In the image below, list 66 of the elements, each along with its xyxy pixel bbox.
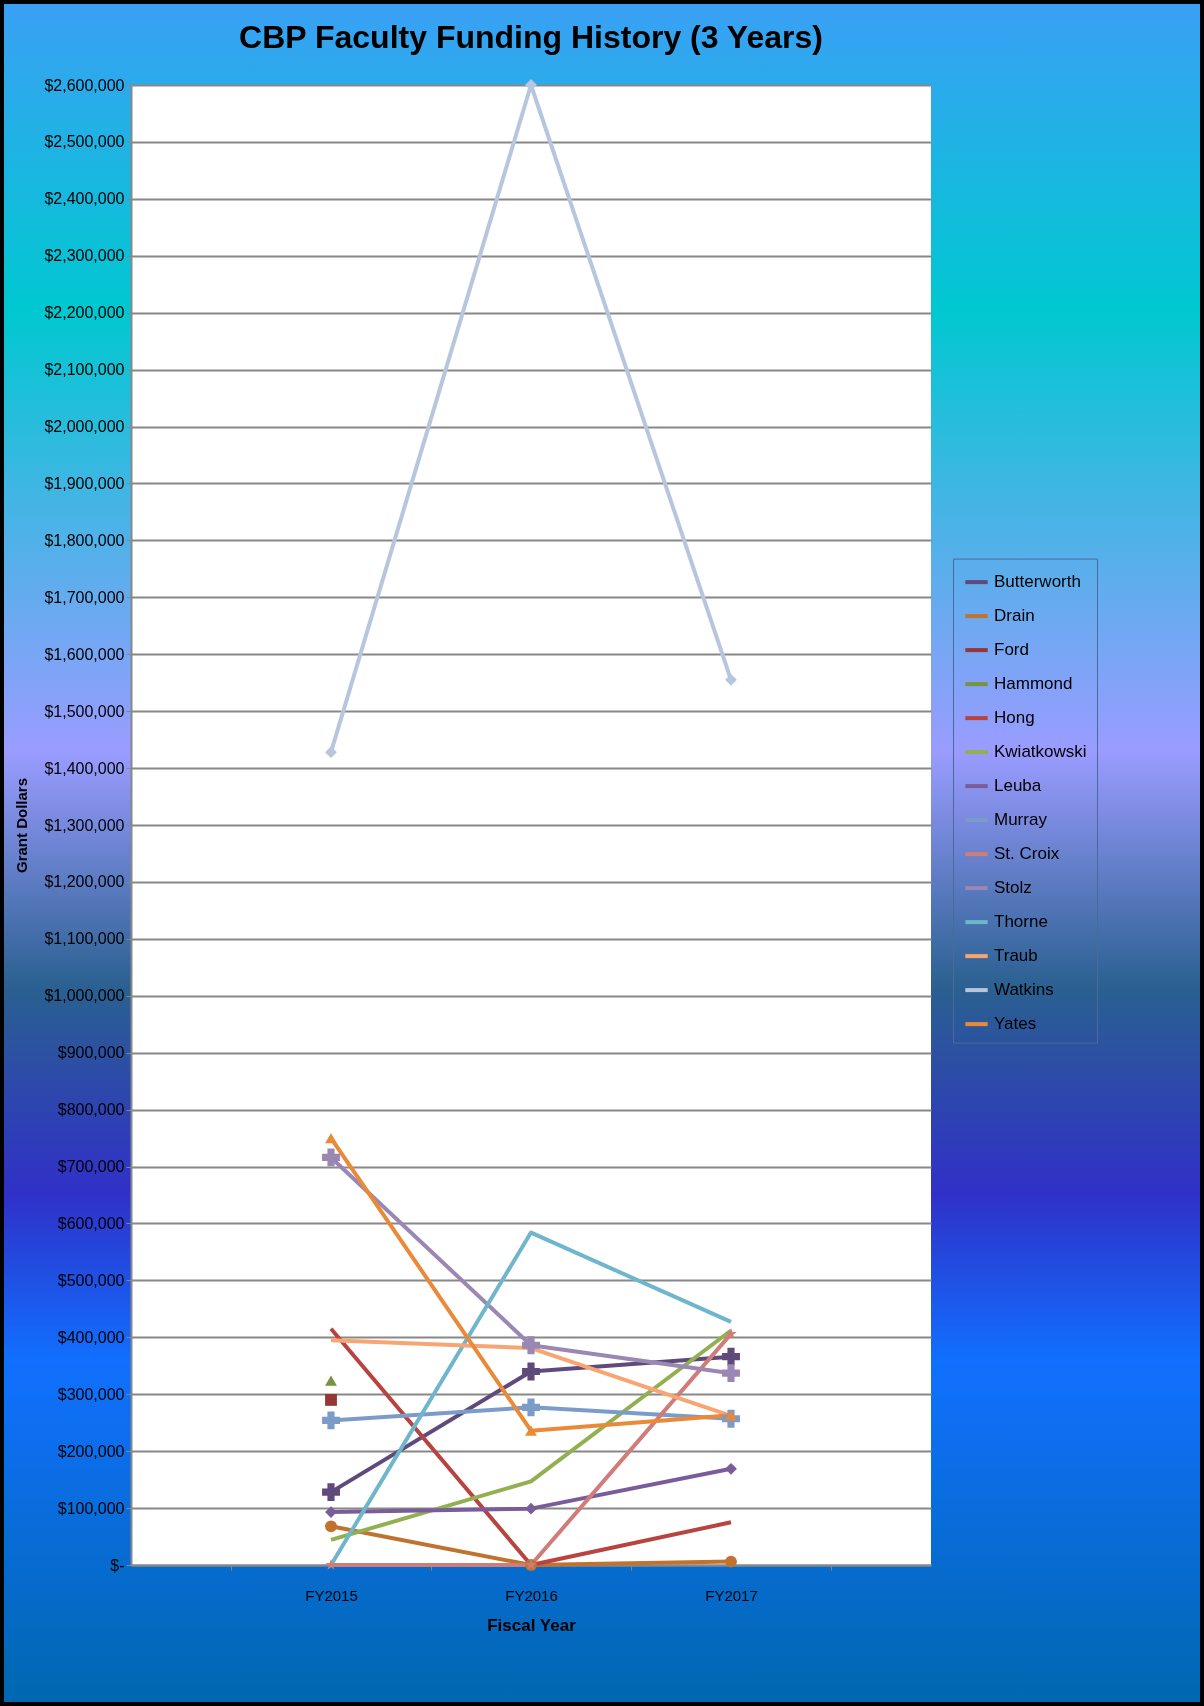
y-tick-label: $200,000 bbox=[57, 1442, 125, 1460]
point bbox=[325, 1132, 337, 1144]
y-tick-label: $800,000 bbox=[57, 1101, 125, 1119]
y-tick-label: $1,100,000 bbox=[44, 930, 125, 948]
point bbox=[522, 1398, 540, 1417]
y-tick-label: $1,000,000 bbox=[44, 987, 125, 1005]
point bbox=[725, 1327, 737, 1339]
point bbox=[722, 1347, 740, 1366]
point bbox=[322, 1411, 340, 1430]
point bbox=[325, 1375, 337, 1386]
y-tick-label: $- bbox=[110, 1556, 125, 1574]
legend-label: Stolz bbox=[994, 878, 1032, 898]
y-tick-label: $1,300,000 bbox=[44, 816, 125, 834]
y-tick-label: $2,400,000 bbox=[44, 190, 125, 208]
point bbox=[522, 1362, 540, 1381]
y-tick-label: $2,300,000 bbox=[44, 247, 125, 265]
y-tick-label: $700,000 bbox=[57, 1158, 125, 1176]
y-tick-label: $1,800,000 bbox=[44, 531, 125, 549]
x-tick-label: FY2015 bbox=[305, 1586, 358, 1604]
x-axis-title: Fiscal Year bbox=[487, 1615, 577, 1635]
legend-label: Thorne bbox=[994, 912, 1048, 932]
y-tick-label: $1,700,000 bbox=[44, 588, 125, 606]
point bbox=[725, 1462, 737, 1475]
y-axis-title: Grant Dollars bbox=[13, 777, 31, 874]
chart-title: CBP Faculty Funding History (3 Years) bbox=[239, 19, 823, 55]
y-tick-label: $2,000,000 bbox=[44, 418, 125, 436]
y-tick-label: $2,500,000 bbox=[44, 133, 125, 151]
y-tick-label: $2,600,000 bbox=[44, 76, 125, 94]
y-tick-label: $900,000 bbox=[57, 1044, 125, 1062]
y-tick-label: $600,000 bbox=[57, 1214, 125, 1232]
legend-label: St. Croix bbox=[994, 844, 1060, 864]
point bbox=[725, 673, 737, 686]
y-tick-label: $300,000 bbox=[57, 1385, 125, 1403]
point bbox=[322, 1148, 340, 1167]
legend-label: Kwiatkowski bbox=[994, 742, 1087, 762]
legend-label: Traub bbox=[994, 946, 1038, 966]
point bbox=[325, 746, 337, 759]
y-tick-label: $1,200,000 bbox=[44, 873, 125, 891]
y-tick-label: $1,400,000 bbox=[44, 759, 125, 777]
x-tick-label: FY2016 bbox=[505, 1586, 558, 1604]
legend-label: Murray bbox=[994, 810, 1048, 830]
x-tick-label: FY2017 bbox=[705, 1586, 758, 1604]
point bbox=[325, 1394, 337, 1406]
y-tick-label: $1,500,000 bbox=[44, 702, 125, 720]
y-tick-label: $500,000 bbox=[57, 1271, 125, 1289]
y-tick-label: $1,900,000 bbox=[44, 474, 125, 492]
point bbox=[325, 1520, 337, 1533]
legend-label: Watkins bbox=[994, 980, 1054, 1000]
legend-label: Hammond bbox=[994, 674, 1073, 694]
point bbox=[525, 1502, 537, 1515]
point bbox=[722, 1364, 740, 1383]
legend-label: Ford bbox=[994, 640, 1029, 660]
point bbox=[522, 1336, 540, 1355]
legend-label: Yates bbox=[994, 1014, 1037, 1034]
legend-label: Hong bbox=[994, 708, 1035, 728]
point bbox=[525, 1425, 537, 1436]
legend-label: Drain bbox=[994, 606, 1035, 626]
point bbox=[725, 1555, 737, 1568]
y-tick-label: $2,200,000 bbox=[44, 304, 125, 322]
y-tick-label: $400,000 bbox=[57, 1328, 125, 1346]
y-tick-label: $100,000 bbox=[57, 1499, 125, 1517]
y-tick-label: $2,100,000 bbox=[44, 361, 125, 379]
legend-label: Leuba bbox=[994, 776, 1042, 796]
legend-label: Butterworth bbox=[994, 572, 1081, 592]
y-tick-label: $1,600,000 bbox=[44, 645, 125, 663]
point bbox=[322, 1483, 340, 1502]
